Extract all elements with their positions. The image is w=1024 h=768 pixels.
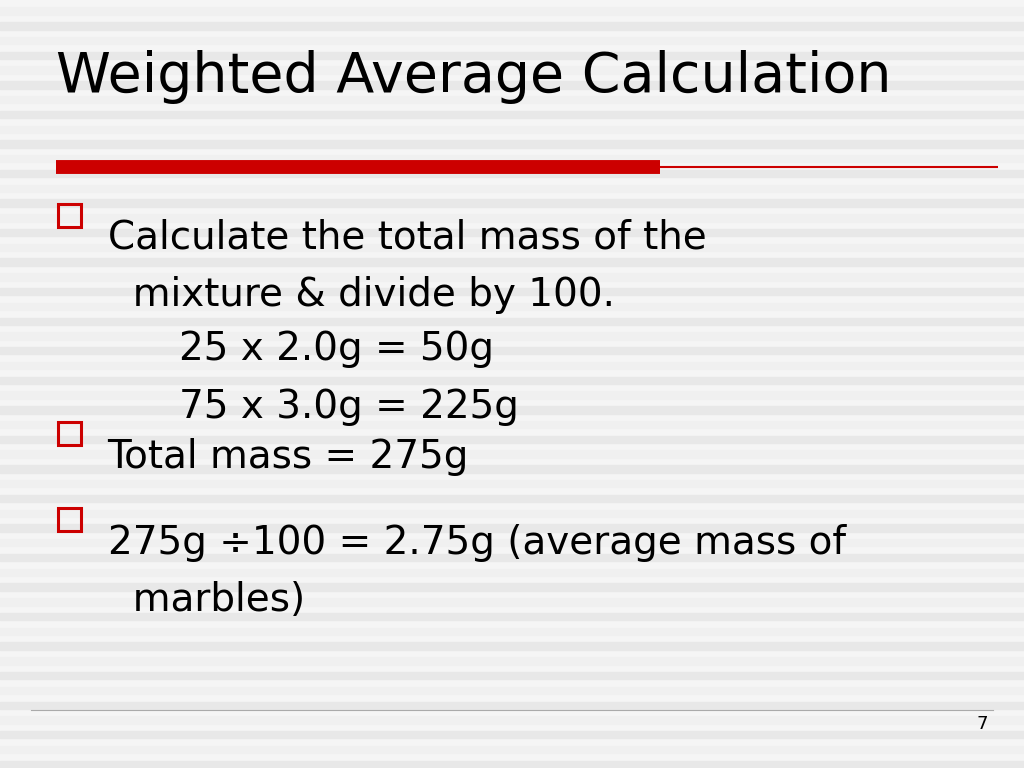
Bar: [0, 539, 1024, 547]
Bar: [0, 465, 1024, 472]
Bar: [0, 184, 1024, 192]
Text: Weighted Average Calculation: Weighted Average Calculation: [56, 50, 892, 104]
Bar: [0, 643, 1024, 650]
Bar: [0, 170, 1024, 177]
Bar: [0, 22, 1024, 29]
Bar: [0, 125, 1024, 133]
Bar: [0, 229, 1024, 237]
Bar: [0, 568, 1024, 576]
Bar: [0, 525, 1024, 531]
Bar: [0, 760, 1024, 768]
Bar: [0, 746, 1024, 753]
Bar: [0, 303, 1024, 310]
Bar: [0, 111, 1024, 118]
Bar: [0, 421, 1024, 429]
Bar: [0, 214, 1024, 221]
Bar: [0, 509, 1024, 517]
Bar: [0, 347, 1024, 355]
Bar: [0, 495, 1024, 502]
Bar: [0, 141, 1024, 147]
Text: Total mass = 275g: Total mass = 275g: [108, 438, 469, 475]
Bar: [0, 392, 1024, 399]
Bar: [0, 317, 1024, 325]
Text: 75 x 3.0g = 225g: 75 x 3.0g = 225g: [179, 388, 519, 425]
Bar: [0, 81, 1024, 88]
Bar: [0, 731, 1024, 739]
Bar: [0, 200, 1024, 207]
Bar: [0, 406, 1024, 413]
Bar: [0, 288, 1024, 296]
Bar: [0, 701, 1024, 709]
Bar: [0, 155, 1024, 163]
Bar: [0, 37, 1024, 45]
Bar: [0, 687, 1024, 694]
Bar: [0, 672, 1024, 680]
Bar: [0, 362, 1024, 369]
Bar: [58, 422, 81, 445]
Bar: [0, 627, 1024, 635]
Bar: [0, 657, 1024, 664]
Text: 275g ÷100 = 2.75g (average mass of: 275g ÷100 = 2.75g (average mass of: [108, 524, 846, 561]
Bar: [0, 96, 1024, 104]
Bar: [0, 435, 1024, 443]
Text: mixture & divide by 100.: mixture & divide by 100.: [108, 276, 614, 314]
Text: Calculate the total mass of the: Calculate the total mass of the: [108, 219, 707, 257]
Bar: [0, 67, 1024, 74]
Bar: [0, 451, 1024, 458]
Bar: [0, 584, 1024, 591]
Bar: [58, 508, 81, 531]
Bar: [58, 204, 81, 227]
Bar: [0, 376, 1024, 384]
Text: 7: 7: [977, 716, 988, 733]
Bar: [0, 554, 1024, 561]
Bar: [0, 243, 1024, 251]
Bar: [0, 8, 1024, 15]
Bar: [0, 598, 1024, 605]
Bar: [0, 259, 1024, 266]
Text: marbles): marbles): [108, 581, 305, 619]
Bar: [0, 717, 1024, 723]
Bar: [0, 273, 1024, 280]
Bar: [0, 480, 1024, 488]
Bar: [0, 613, 1024, 621]
Text: 25 x 2.0g = 50g: 25 x 2.0g = 50g: [179, 330, 495, 368]
Bar: [0, 333, 1024, 339]
Bar: [0, 51, 1024, 59]
